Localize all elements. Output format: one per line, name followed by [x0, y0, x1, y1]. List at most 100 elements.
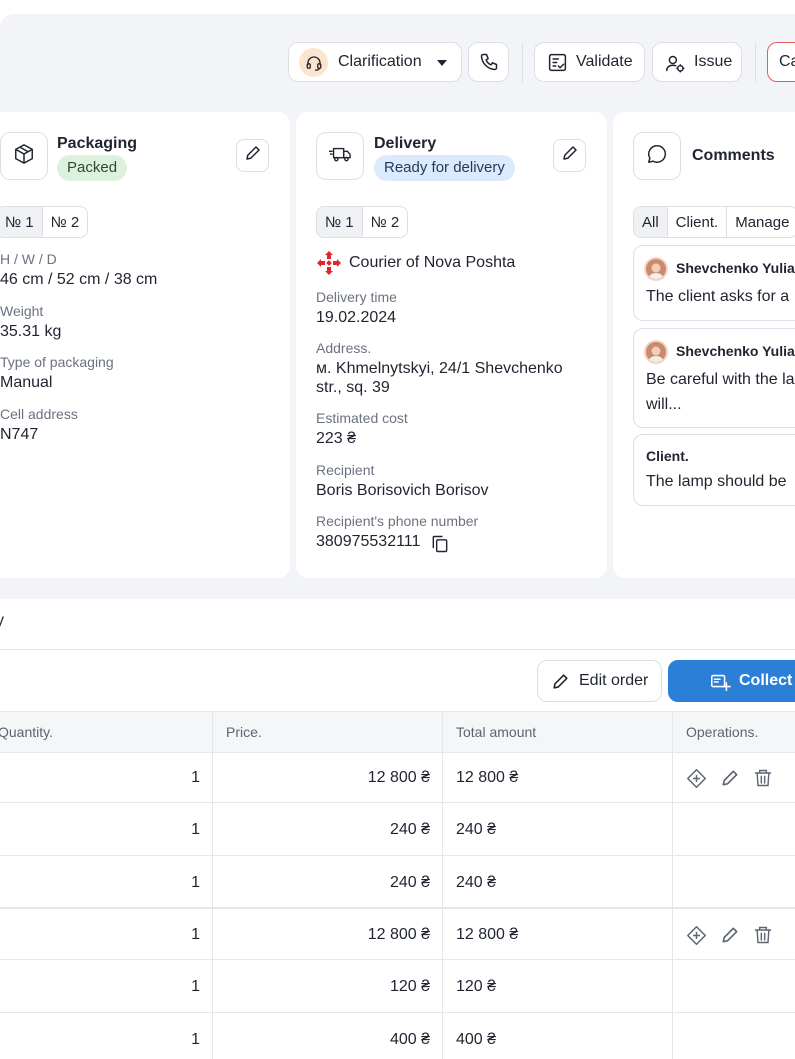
copy-icon[interactable] — [430, 534, 450, 559]
recipient-phone-label: Recipient's phone number — [316, 513, 479, 529]
quantity-cell: 1 — [191, 978, 200, 995]
recipient-phone-value: 380975532111 — [316, 533, 421, 550]
recipient-label: Recipient — [316, 462, 375, 478]
pencil-icon — [244, 144, 262, 167]
issue-label: Issue — [694, 53, 733, 70]
comments-filter-tabs: All Client. Manage — [633, 206, 795, 238]
total-header: Total amount — [456, 724, 537, 740]
price-cell: 400 ₴ — [389, 1031, 430, 1048]
carrier-name: Courier of Nova Poshta — [349, 254, 516, 271]
cancel-button[interactable]: Ca — [767, 42, 795, 82]
weight-value: 35.31 kg — [0, 323, 62, 340]
comment-text: The lamp should be — [646, 473, 787, 490]
comment-text-line2: will... — [646, 396, 682, 413]
headset-icon — [299, 48, 328, 77]
dimensions-label: H / W / D — [0, 251, 57, 267]
edit-row-icon[interactable] — [720, 768, 740, 794]
comments-title: Comments — [692, 147, 775, 164]
comments-filter-all[interactable]: All — [634, 207, 667, 237]
collect-icon — [709, 671, 731, 693]
clarification-button[interactable]: Clarification — [288, 42, 462, 82]
quantity-cell: 1 — [191, 769, 200, 786]
address-value: м. Khmelnytskyi, 24/1 Shevchenko — [316, 360, 563, 377]
packaging-type-label: Type of packaging — [0, 354, 114, 370]
price-cell: 12 800 ₴ — [367, 769, 430, 786]
quantity-cell: 1 — [191, 821, 200, 838]
cell-address-value: N747 — [0, 426, 39, 443]
packaging-tab-2[interactable]: № 2 — [41, 207, 88, 237]
collect-button[interactable]: Collect — [668, 660, 795, 702]
comment-text: Be careful with the la — [646, 371, 795, 388]
comment-item[interactable]: Shevchenko Yulia The client asks for a — [633, 245, 795, 321]
edit-row-icon[interactable] — [720, 925, 740, 951]
comments-filter-manager[interactable]: Manage — [726, 207, 795, 237]
edit-packaging-button[interactable] — [236, 139, 269, 172]
chevron-down-icon — [437, 60, 447, 66]
recipient-value: Boris Borisovich Borisov — [316, 482, 489, 499]
package-icon — [13, 143, 35, 170]
table-row: 1 400 ₴ 400 ₴ — [0, 1013, 795, 1059]
table-row: 1 240 ₴ 240 ₴ — [0, 803, 795, 856]
validate-button[interactable]: Validate — [534, 42, 645, 82]
quantity-cell: 1 — [191, 1031, 200, 1048]
add-item-icon[interactable] — [686, 925, 707, 951]
chat-bubble-icon — [646, 143, 668, 170]
dimensions-value: 46 cm / 52 cm / 38 cm — [0, 271, 158, 288]
add-item-icon[interactable] — [686, 768, 707, 794]
truck-icon-box — [316, 132, 364, 180]
table-row: 1 12 800 ₴ 12 800 ₴ — [0, 909, 795, 960]
delivery-card: Delivery Ready for delivery № 1 № 2 Cour… — [296, 112, 607, 578]
total-cell: 12 800 ₴ — [456, 769, 519, 786]
delete-row-icon[interactable] — [753, 768, 773, 794]
nova-poshta-logo-icon — [316, 250, 342, 281]
delivery-tab-2[interactable]: № 2 — [361, 207, 408, 237]
comments-card: Comments All Client. Manage Shevchenko Y… — [613, 112, 795, 578]
cell-address-label: Cell address — [0, 406, 78, 422]
quantity-cell: 1 — [191, 926, 200, 943]
table-header: Quantity. Price. Total amount Operations… — [0, 711, 795, 753]
price-cell: 240 ₴ — [389, 874, 430, 891]
quantity-header: Quantity. — [0, 724, 53, 740]
table-row: 1 120 ₴ 120 ₴ — [0, 960, 795, 1013]
delivery-tab-1[interactable]: № 1 — [317, 207, 362, 237]
comment-author: Shevchenko Yulia — [676, 343, 795, 359]
toolbar-divider — [755, 43, 756, 83]
user-gear-icon — [665, 53, 686, 74]
edit-order-button[interactable]: Edit order — [537, 660, 662, 702]
total-cell: 240 ₴ — [456, 874, 497, 891]
estimated-cost-label: Estimated cost — [316, 410, 408, 426]
collect-label: Collect — [739, 672, 793, 689]
column-divider — [442, 711, 443, 1059]
package-icon-box — [0, 132, 48, 180]
edit-delivery-button[interactable] — [553, 139, 586, 172]
price-cell: 120 ₴ — [389, 978, 430, 995]
comments-filter-client[interactable]: Client. — [666, 207, 727, 237]
packaging-tab-1[interactable]: № 1 — [0, 207, 42, 237]
checklist-icon — [547, 52, 568, 73]
comment-icon-box — [633, 132, 681, 180]
call-button[interactable] — [468, 42, 509, 82]
pencil-icon — [551, 672, 570, 691]
row-operations — [686, 768, 773, 794]
pencil-icon — [561, 144, 579, 167]
estimated-cost-value: 223 ₴ — [316, 430, 357, 447]
table-row: 1 12 800 ₴ 12 800 ₴ — [0, 753, 795, 803]
avatar — [644, 257, 668, 281]
avatar — [644, 340, 668, 364]
validate-label: Validate — [576, 53, 633, 70]
issue-button[interactable]: Issue — [652, 42, 742, 82]
comment-text: The client asks for a — [646, 288, 790, 305]
truck-icon — [328, 143, 352, 170]
clarification-label: Clarification — [338, 53, 422, 70]
comment-item[interactable]: Client. The lamp should be — [633, 434, 795, 506]
table-row: 1 240 ₴ 240 ₴ — [0, 856, 795, 909]
comment-item[interactable]: Shevchenko Yulia Be careful with the la … — [633, 328, 795, 428]
column-divider — [212, 711, 213, 1059]
total-cell: 400 ₴ — [456, 1031, 497, 1048]
total-cell: 120 ₴ — [456, 978, 497, 995]
delete-row-icon[interactable] — [753, 925, 773, 951]
packaging-type-value: Manual — [0, 374, 53, 391]
section-title: y — [0, 612, 4, 629]
price-cell: 240 ₴ — [389, 821, 430, 838]
price-cell: 12 800 ₴ — [367, 926, 430, 943]
